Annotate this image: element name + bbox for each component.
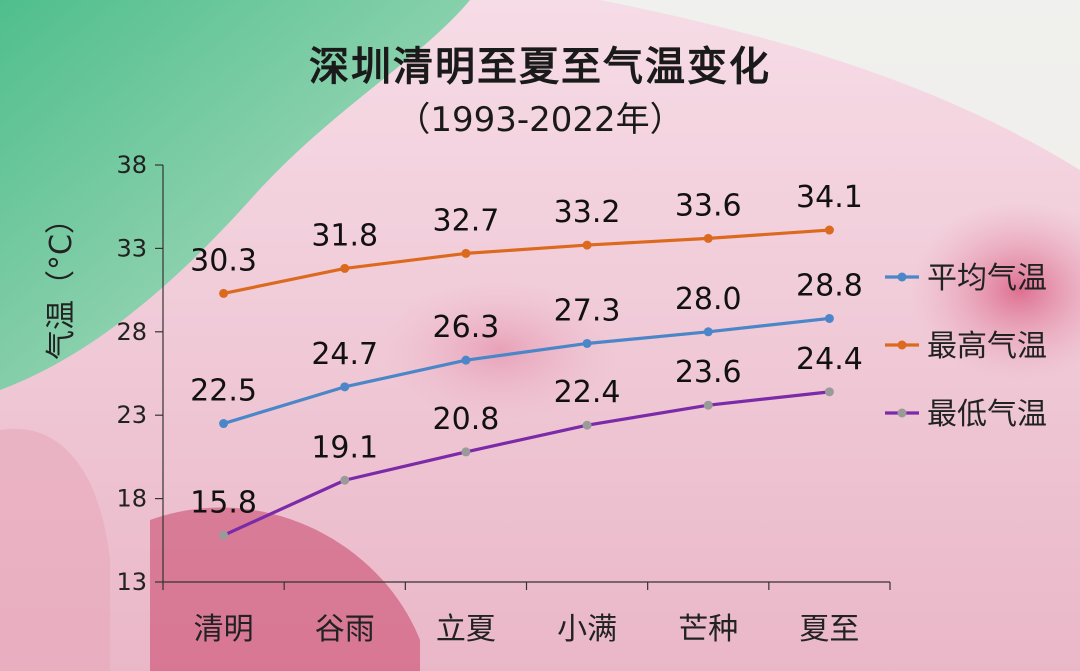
legend-swatch-marker bbox=[897, 408, 907, 418]
data-label: 33.2 bbox=[554, 195, 621, 230]
y-tick-label: 33 bbox=[116, 234, 147, 262]
data-label: 30.3 bbox=[190, 243, 257, 278]
data-point bbox=[461, 355, 471, 365]
data-label: 20.8 bbox=[433, 402, 500, 437]
data-label: 15.8 bbox=[190, 485, 257, 520]
data-point bbox=[824, 387, 834, 397]
data-point bbox=[824, 225, 834, 235]
data-label: 27.3 bbox=[554, 293, 621, 328]
legend-entry: 最高气温 bbox=[927, 329, 1047, 364]
series-line-1 bbox=[223, 228, 830, 296]
data-label: 22.4 bbox=[554, 375, 621, 410]
data-label: 34.1 bbox=[796, 180, 863, 215]
legend-swatch-marker bbox=[897, 340, 907, 350]
series-line-0 bbox=[223, 316, 830, 426]
data-label: 24.4 bbox=[796, 342, 863, 377]
data-point bbox=[219, 288, 229, 298]
chart-title: 深圳清明至夏至气温变化 bbox=[309, 44, 771, 90]
data-point bbox=[219, 419, 229, 429]
data-point bbox=[582, 240, 592, 250]
x-category-label: 夏至 bbox=[799, 612, 859, 647]
data-point bbox=[340, 263, 350, 273]
data-point bbox=[703, 327, 713, 337]
x-category-label: 小满 bbox=[557, 612, 617, 647]
data-label: 28.8 bbox=[796, 268, 863, 303]
y-tick-label: 13 bbox=[116, 568, 147, 596]
data-label: 31.8 bbox=[311, 218, 378, 253]
y-tick-label: 38 bbox=[116, 151, 147, 179]
data-point bbox=[582, 420, 592, 430]
legend-entry: 最低气温 bbox=[927, 397, 1047, 432]
x-category-label: 谷雨 bbox=[315, 612, 375, 647]
x-category-label: 芒种 bbox=[678, 612, 738, 647]
data-point bbox=[461, 447, 471, 457]
data-point bbox=[461, 248, 471, 258]
data-label: 26.3 bbox=[433, 310, 500, 345]
data-point bbox=[703, 233, 713, 243]
data-point bbox=[582, 338, 592, 348]
data-label: 28.0 bbox=[675, 282, 742, 317]
data-label: 33.6 bbox=[675, 188, 742, 223]
data-point bbox=[340, 382, 350, 392]
x-category-label: 清明 bbox=[194, 612, 254, 647]
data-label: 19.1 bbox=[311, 430, 378, 465]
legend-entry: 平均气温 bbox=[927, 261, 1047, 296]
data-label: 24.7 bbox=[311, 337, 378, 372]
series-line-2 bbox=[222, 390, 830, 537]
data-point bbox=[824, 313, 834, 323]
chart-subtitle: （1993-2022年） bbox=[396, 100, 684, 140]
data-label: 22.5 bbox=[190, 374, 257, 409]
y-tick-label: 23 bbox=[116, 401, 147, 429]
legend-swatch-marker bbox=[897, 272, 907, 282]
data-label: 32.7 bbox=[433, 203, 500, 238]
data-point bbox=[219, 530, 229, 540]
y-tick-label: 28 bbox=[116, 318, 147, 346]
x-category-label: 立夏 bbox=[436, 612, 496, 647]
y-tick-label: 18 bbox=[116, 485, 147, 513]
data-label: 23.6 bbox=[675, 355, 742, 390]
data-point bbox=[703, 400, 713, 410]
data-point bbox=[340, 475, 350, 485]
